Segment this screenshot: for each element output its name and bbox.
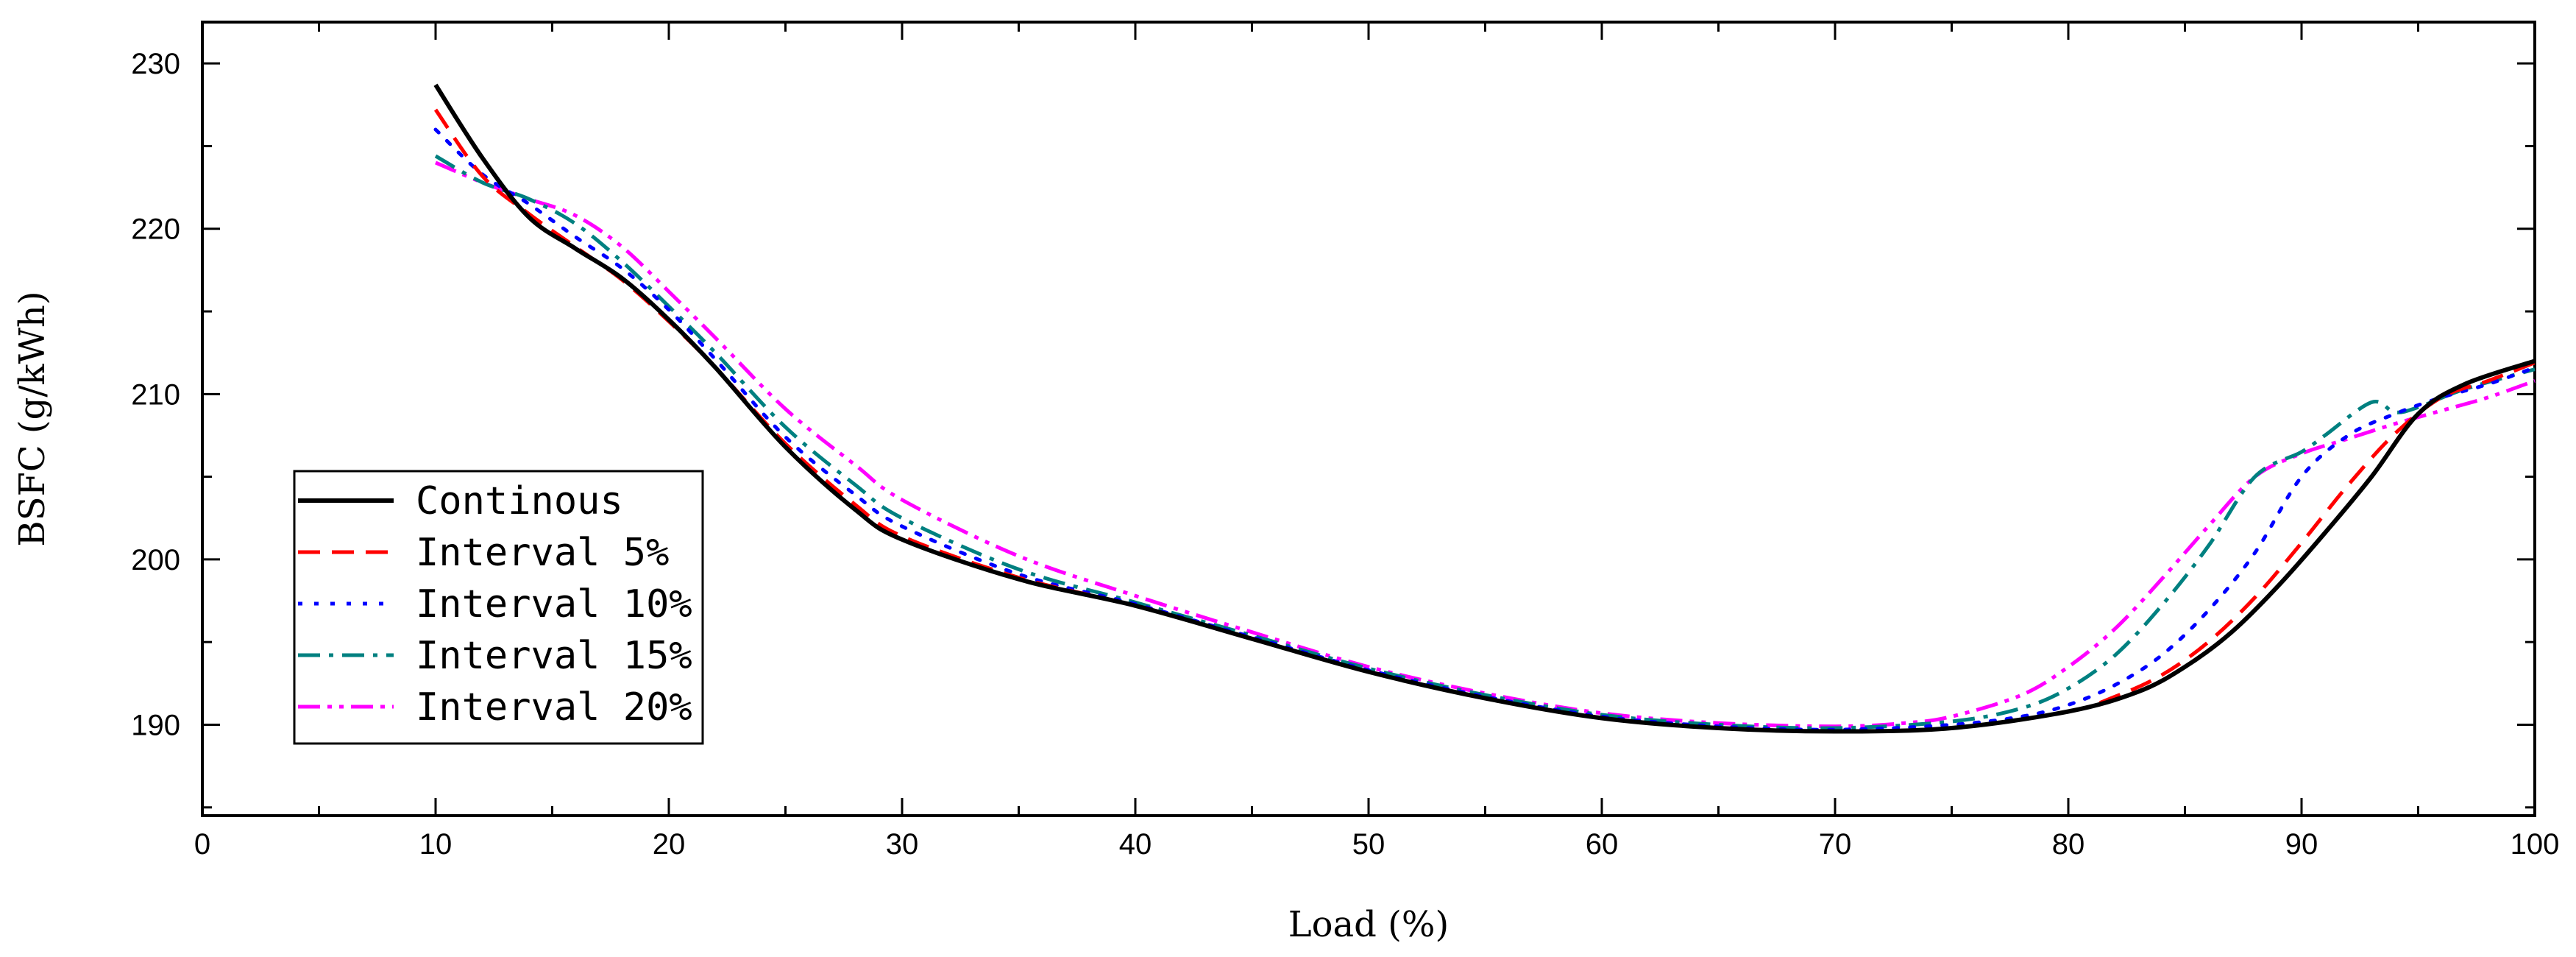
legend: Continous Interval 5% Interval 10% Interval… [293,470,704,745]
y-axis-title: BSFC (g/kWh) [12,291,53,546]
x-tick-label: 40 [1119,828,1152,861]
y-tick-label: 220 [131,213,180,246]
y-tick-label: 200 [131,544,180,576]
x-tick-label: 90 [2285,828,2318,861]
x-tick-label: 30 [886,828,919,861]
y-tick-label: 190 [131,709,180,741]
series-line-interval-5 [433,108,2536,734]
legend-label: Continous [416,479,623,523]
legend-label: Interval 10% [416,582,692,626]
legend-label: Interval 5% [416,531,669,575]
series-line-interval-15 [434,154,2536,730]
x-tick-label: 0 [194,828,210,861]
legend-box [293,470,704,745]
x-tick-label: 60 [1586,828,1619,861]
y-axis: 190 200 210 220 230 [131,48,2535,809]
legend-label: Interval 15% [416,634,692,678]
x-axis-title: Load (%) [1288,904,1449,945]
series-line-interval-10 [433,127,2537,732]
x-axis: 0 10 20 30 40 50 60 70 80 90 100 [194,22,2560,861]
x-tick-label: 70 [1819,828,1852,861]
legend-label: Interval 20% [416,685,692,730]
x-tick-label: 100 [2511,828,2560,861]
y-tick-label: 230 [131,48,180,80]
x-tick-label: 80 [2052,828,2085,861]
series-line-continous [433,83,2536,734]
x-tick-label: 50 [1352,828,1385,861]
x-tick-label: 20 [653,828,686,861]
x-tick-label: 10 [419,828,453,861]
series-layer [433,83,2537,734]
y-tick-label: 210 [131,378,180,411]
